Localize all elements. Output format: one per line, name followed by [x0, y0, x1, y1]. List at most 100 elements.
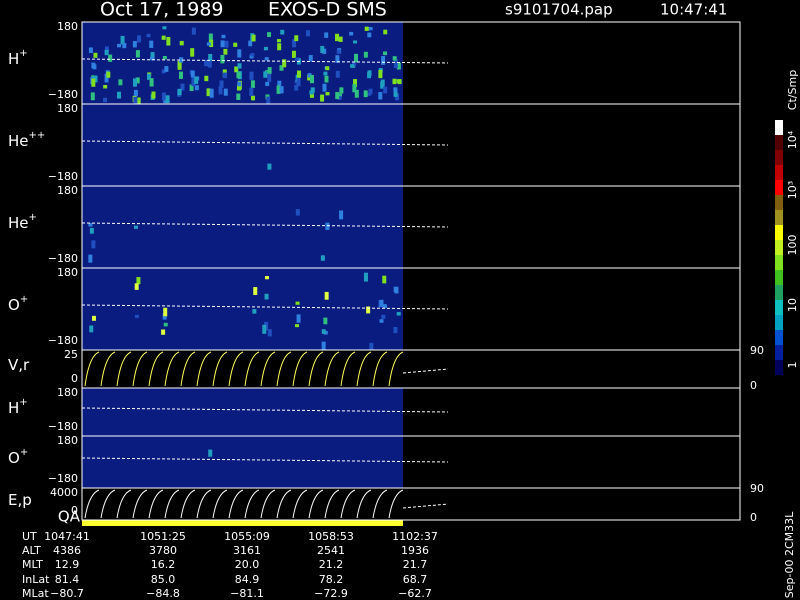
spectrogram-cell: [249, 71, 254, 80]
spectrogram-cell: [233, 42, 238, 47]
ephemeris-value: −84.8: [146, 587, 180, 600]
panel-label: He++: [8, 130, 45, 150]
pitch-curve: [340, 489, 356, 519]
pitch-curve: [212, 351, 228, 387]
dashed-line: [81, 304, 449, 310]
spectrogram-cell: [177, 61, 182, 70]
ephemeris-value: 1055:09: [224, 530, 270, 543]
spectrogram-cell: [324, 75, 329, 83]
data-region: [82, 186, 403, 268]
colorbar-cell: [775, 120, 783, 135]
spectrogram-cell: [366, 306, 371, 314]
ephemeris-value: 12.9: [55, 558, 80, 571]
spectrogram-cell: [104, 46, 109, 52]
ephemeris-value: 68.7: [403, 573, 428, 586]
y-tick-label: 0: [71, 504, 78, 517]
spectrogram-cell: [383, 86, 388, 94]
spectrogram-cell: [325, 92, 330, 96]
spectrogram-cell: [323, 331, 328, 335]
colorbar-cell: [775, 360, 783, 375]
y-tick-label: 180: [57, 20, 78, 33]
ephemeris-value: 3780: [149, 544, 177, 557]
spectrogram-cell: [209, 88, 214, 98]
charge: +: [20, 294, 28, 305]
spectrogram-cell: [393, 87, 398, 92]
charge: +: [19, 48, 27, 59]
y-tick-label: −180: [48, 170, 78, 183]
spectrogram-cell: [161, 92, 166, 101]
dashed-line: [81, 457, 449, 463]
spectrogram-cell: [149, 40, 154, 48]
spectrogram-cell: [279, 65, 284, 71]
spectrogram-cell: [321, 329, 326, 334]
spectrogram-cell: [149, 78, 154, 87]
ephemeris-value: 20.0: [235, 558, 260, 571]
spectrogram-cell: [307, 73, 312, 78]
spectrogram-cell: [352, 84, 357, 93]
charge: +: [20, 447, 28, 458]
spectrogram-cell: [104, 73, 109, 83]
spectrogram-cell: [191, 77, 196, 87]
spectrogram-cell: [150, 52, 155, 60]
species: E,p: [8, 491, 32, 509]
spectrogram-cell: [162, 26, 167, 30]
dashed-line: [402, 368, 449, 374]
pitch-curve: [276, 489, 292, 519]
spectrogram-cell: [163, 322, 168, 327]
spectrogram-cell: [161, 329, 166, 335]
spectrogram-cell: [224, 40, 229, 48]
y2-tick-label: 0: [750, 379, 757, 392]
y-tick-label: −180: [48, 472, 78, 485]
pitch-curve: [388, 489, 404, 519]
spectrogram-cell: [383, 51, 388, 56]
colorbar-cell: [775, 345, 783, 360]
spectrogram-cell: [381, 56, 386, 65]
species: He: [8, 132, 29, 150]
colorbar-unit: Ct/Smp: [786, 70, 799, 110]
spectrogram-cell: [118, 79, 123, 86]
spectrogram-cell: [393, 59, 398, 69]
spectrogram-cell: [383, 29, 388, 35]
spectrogram-cell: [394, 286, 399, 294]
ephemeris-value: 16.2: [151, 558, 176, 571]
y-tick-label: 180: [57, 434, 78, 447]
ephemeris-label: InLat: [22, 573, 50, 586]
spectrogram-cell: [103, 84, 108, 89]
ephemeris-value: 4386: [53, 544, 81, 557]
pitch-curve: [244, 489, 260, 519]
pitch-curve: [356, 351, 372, 387]
spectrogram-cell: [295, 301, 300, 305]
spectrogram-cell: [222, 72, 227, 79]
qa-label: QA: [58, 508, 81, 526]
spectrogram-cell: [223, 88, 228, 96]
spectrogram-cell: [248, 40, 253, 47]
spectrogram-cell: [234, 66, 239, 73]
spectrogram-cell: [396, 312, 401, 316]
spectrogram-cell: [380, 79, 385, 87]
spectrogram-cell: [369, 342, 374, 351]
spectrogram-cell: [165, 95, 170, 104]
spectrogram-cell: [337, 93, 342, 98]
ephemeris-value: 2541: [317, 544, 345, 557]
spectrogram-cell: [194, 76, 199, 84]
spectrogram-cell: [263, 46, 268, 51]
spectrogram-cell: [320, 94, 325, 102]
spectrogram-cell: [106, 71, 111, 78]
spectrogram-cell: [134, 283, 139, 290]
panel-label: V,r: [8, 356, 30, 374]
pitch-curve: [260, 351, 276, 387]
spectrogram-cell: [324, 291, 329, 300]
colorbar-cell: [775, 180, 783, 195]
spectrogram-cell: [354, 53, 359, 63]
spectrogram-cell: [354, 89, 359, 98]
ephemeris-value: 84.9: [235, 573, 260, 586]
spectrogram-cell: [163, 97, 168, 104]
ephemeris-value: 1051:25: [140, 530, 186, 543]
spectrogram-cell: [323, 317, 328, 325]
panel-label: E,p: [8, 491, 32, 509]
spectrogram-cell: [320, 45, 325, 53]
colorbar-tick-label: 10⁴: [786, 130, 799, 149]
spectrogram-cell: [137, 35, 142, 43]
spectrogram-cell: [236, 71, 241, 79]
spectrogram-cell: [310, 87, 315, 93]
